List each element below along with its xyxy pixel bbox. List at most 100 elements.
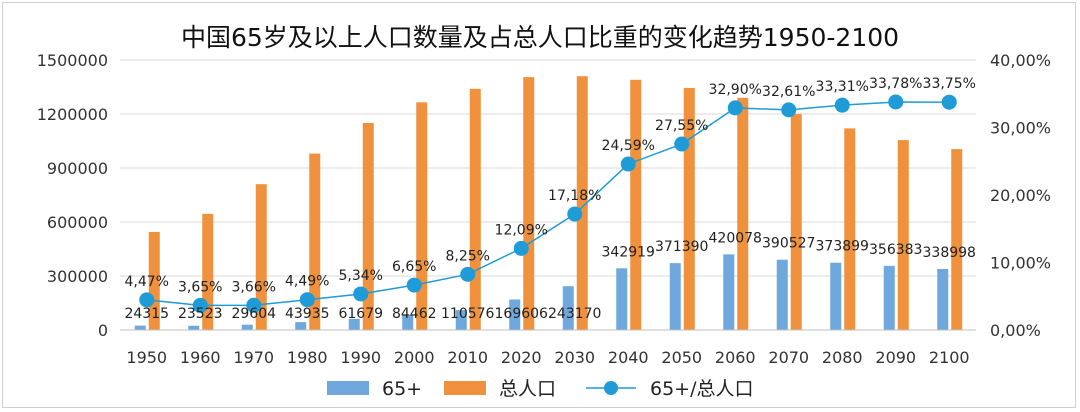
ratio-data-label: 5,34%: [339, 268, 383, 284]
ratio-data-label: 32,90%: [709, 82, 762, 98]
chart-title: 中国65岁及以上人口数量及占总人口比重的变化趋势1950-2100: [181, 23, 899, 52]
bar-65plus: [616, 268, 628, 330]
count-data-label: 420078: [709, 230, 762, 246]
right-axis: 0,00% 10,00% 20,00% 30,00% 40,00%: [990, 51, 1051, 340]
x-tick-label: 2080: [822, 348, 863, 367]
ratio-data-label: 4,49%: [285, 274, 329, 290]
bar-65plus: [455, 310, 467, 330]
right-tick-label: 30,00%: [990, 119, 1051, 138]
data-labels: 4,47% 3,65% 3,66% 4,49% 5,34% 6,65% 8,25% 12,09…: [124, 76, 976, 322]
ratio-marker: [299, 292, 315, 308]
ratio-marker: [567, 206, 583, 222]
x-tick-label: 2030: [554, 348, 595, 367]
ratio-data-label: 32,61%: [762, 84, 815, 100]
x-tick-label: 2060: [715, 348, 756, 367]
count-data-label: 338998: [923, 245, 976, 261]
bar-total-population: [362, 123, 374, 330]
legend-swatch-total: [444, 381, 486, 395]
bar-total-population: [202, 213, 214, 330]
ratio-data-label: 4,47%: [125, 274, 169, 290]
bar-total-population: [148, 231, 160, 330]
bar-total-population: [897, 140, 909, 330]
ratio-marker: [406, 277, 422, 293]
bar-total-population: [790, 114, 802, 330]
bar-total-population: [576, 76, 588, 330]
legend: 65+ 总人口 65+/总人口: [327, 378, 754, 400]
ratio-marker: [727, 100, 743, 116]
ratio-marker: [781, 102, 797, 118]
x-tick-label: 1970: [233, 348, 274, 367]
count-data-label: 24315: [124, 306, 169, 322]
x-tick-label: 1960: [180, 348, 221, 367]
ratio-data-label: 24,59%: [602, 138, 655, 154]
bar-total-population: [255, 184, 267, 330]
ratio-data-label: 33,78%: [869, 76, 922, 92]
bar-total-population: [416, 102, 428, 330]
ratio-marker: [353, 286, 369, 302]
ratio-marker: [941, 94, 957, 110]
bar-total-population: [951, 149, 963, 330]
right-tick-label: 20,00%: [990, 186, 1051, 205]
count-data-label: 371390: [655, 239, 708, 255]
ratio-data-label: 8,25%: [446, 248, 490, 264]
ratio-data-label: 27,55%: [655, 118, 708, 134]
ratio-data-label: 3,65%: [178, 279, 222, 295]
ratio-marker: [674, 136, 690, 152]
legend-label-65plus: 65+: [382, 378, 422, 400]
bar-65plus: [562, 286, 574, 330]
left-tick-label: 600000: [47, 213, 108, 232]
bar-65plus: [830, 262, 842, 330]
legend-label-total: 总人口: [499, 378, 556, 400]
ratio-line: [146, 101, 950, 307]
x-tick-label: 2010: [447, 348, 488, 367]
left-tick-label: 0: [98, 321, 108, 340]
legend-marker-ratio: [604, 381, 618, 395]
count-data-label: 43935: [285, 306, 330, 322]
bar-65plus: [134, 325, 146, 330]
ratio-data-label: 33,31%: [816, 79, 869, 95]
x-tick-label: 2040: [608, 348, 649, 367]
count-data-label: 29604: [231, 306, 276, 322]
legend-label-ratio: 65+/总人口: [650, 378, 754, 400]
x-tick-label: 2020: [501, 348, 542, 367]
ratio-data-label: 17,18%: [548, 188, 601, 204]
ratio-marker: [888, 94, 904, 110]
left-tick-label: 900000: [47, 159, 108, 178]
chart-frame: [2, 2, 1076, 408]
bar-65plus: [295, 322, 307, 330]
left-tick-label: 300000: [47, 267, 108, 286]
bar-total-population: [523, 77, 535, 330]
right-tick-label: 0,00%: [990, 321, 1041, 340]
bar-65plus: [723, 254, 735, 330]
bar-65plus: [669, 263, 681, 330]
ratio-data-label: 33,75%: [923, 76, 976, 92]
ratio-marker: [460, 266, 476, 282]
count-data-label: 110576: [441, 306, 495, 322]
x-tick-label: 2050: [661, 348, 702, 367]
x-tick-label: 2000: [394, 348, 435, 367]
ratio-data-label: 12,09%: [495, 222, 548, 238]
line-series: [139, 94, 957, 313]
bar-total-population: [630, 79, 642, 330]
ratio-marker: [192, 297, 208, 313]
bar-65plus: [509, 299, 521, 330]
bar-total-population: [844, 128, 856, 330]
x-tick-label: 2070: [768, 348, 809, 367]
legend-swatch-65plus: [327, 381, 369, 395]
count-data-label: 61679: [338, 306, 383, 322]
bar-65plus: [883, 265, 895, 330]
ratio-marker: [513, 240, 529, 256]
bar-65plus: [937, 268, 949, 330]
bar-65plus: [241, 324, 253, 330]
x-tick-label: 1990: [340, 348, 381, 367]
count-data-label: 356383: [869, 242, 922, 258]
x-tick-label: 2100: [929, 348, 970, 367]
x-tick-label: 1980: [287, 348, 328, 367]
count-data-label: 342919: [602, 244, 655, 260]
x-tick-label: 1950: [126, 348, 167, 367]
ratio-marker: [246, 297, 262, 313]
bar-65plus: [348, 318, 360, 330]
count-data-label: 84462: [392, 306, 437, 322]
left-tick-label: 1200000: [37, 105, 108, 124]
